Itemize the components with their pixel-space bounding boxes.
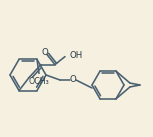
Text: O: O [42, 48, 48, 57]
Text: OH: OH [70, 51, 83, 60]
Text: O: O [70, 75, 76, 85]
Text: OCH₃: OCH₃ [29, 77, 49, 86]
